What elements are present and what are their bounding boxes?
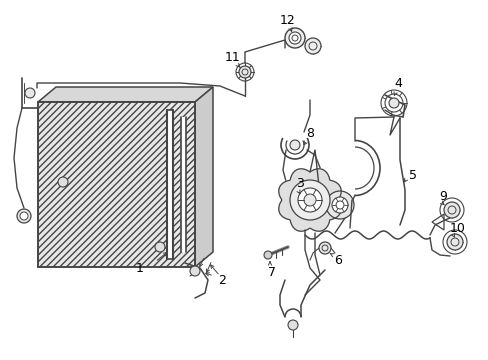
Circle shape	[285, 28, 305, 48]
Text: 12: 12	[280, 14, 295, 27]
Circle shape	[325, 191, 353, 219]
Text: 3: 3	[295, 176, 304, 189]
Circle shape	[190, 266, 200, 276]
Text: 8: 8	[305, 126, 313, 140]
Text: 11: 11	[224, 50, 241, 63]
Bar	[167, 110, 173, 259]
Circle shape	[17, 209, 31, 223]
Circle shape	[318, 242, 330, 254]
Text: 10: 10	[449, 221, 465, 234]
Circle shape	[289, 180, 329, 220]
Polygon shape	[38, 102, 195, 267]
Circle shape	[443, 202, 459, 218]
Polygon shape	[38, 87, 213, 102]
Circle shape	[287, 320, 297, 330]
Circle shape	[20, 212, 28, 220]
Circle shape	[288, 32, 301, 44]
Circle shape	[25, 88, 35, 98]
Text: 5: 5	[408, 168, 416, 181]
Bar	[181, 117, 185, 252]
Circle shape	[297, 188, 321, 212]
Circle shape	[388, 98, 398, 108]
Circle shape	[155, 242, 164, 252]
Polygon shape	[195, 87, 213, 267]
Polygon shape	[278, 169, 341, 231]
Text: 1: 1	[136, 261, 143, 274]
Text: 7: 7	[267, 266, 275, 279]
Circle shape	[446, 234, 462, 250]
Text: 9: 9	[438, 189, 446, 202]
Circle shape	[331, 197, 347, 213]
Circle shape	[239, 66, 250, 78]
Text: 2: 2	[218, 274, 225, 287]
Text: 4: 4	[393, 77, 401, 90]
Circle shape	[58, 177, 68, 187]
Circle shape	[264, 251, 271, 259]
Circle shape	[305, 38, 320, 54]
Circle shape	[304, 194, 315, 206]
Circle shape	[289, 140, 299, 150]
Text: 6: 6	[333, 253, 341, 266]
